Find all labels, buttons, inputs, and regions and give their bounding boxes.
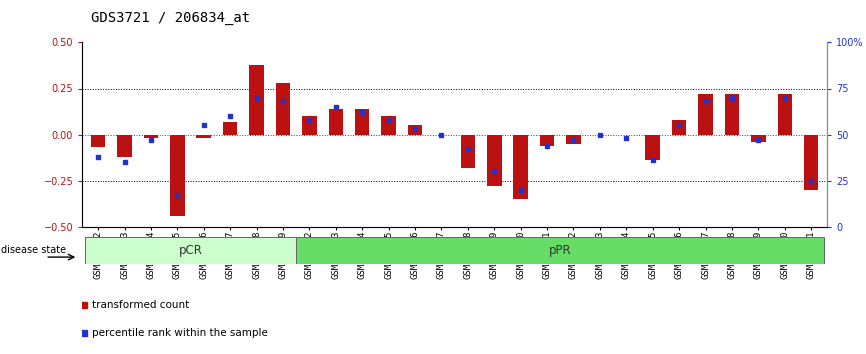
Bar [296,237,824,264]
Bar [355,109,370,135]
Text: GDS3721 / 206834_at: GDS3721 / 206834_at [91,11,250,25]
Bar [223,122,237,135]
Bar [249,64,264,135]
Text: pCR: pCR [178,244,203,257]
Text: pPR: pPR [549,244,572,257]
Bar [91,135,106,147]
Bar [566,135,581,144]
Bar [778,94,792,135]
Bar [461,135,475,168]
Bar [698,94,713,135]
Bar [487,135,501,186]
Bar [144,135,158,138]
Bar [275,83,290,135]
Text: disease state: disease state [1,245,66,255]
Bar [328,109,343,135]
Bar [197,135,211,138]
Text: transformed count: transformed count [92,299,189,310]
Bar [514,135,528,199]
Bar [302,116,317,135]
Bar [85,237,296,264]
Bar [408,125,423,135]
Bar [381,116,396,135]
Bar [804,135,818,190]
Bar [725,94,740,135]
Bar [170,135,184,216]
Bar [645,135,660,160]
Text: percentile rank within the sample: percentile rank within the sample [92,327,268,338]
Bar [540,135,554,145]
Bar [672,120,687,135]
Bar [751,135,766,142]
Bar [117,135,132,156]
